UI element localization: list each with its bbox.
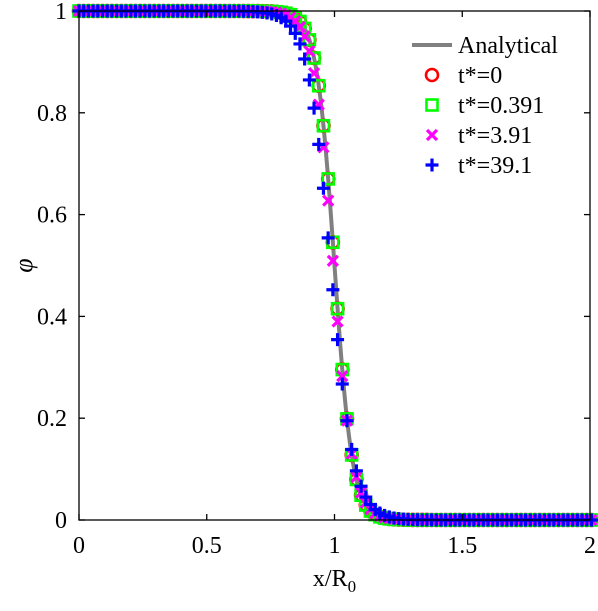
x-axis-label: x/R0 bbox=[313, 566, 356, 596]
data-point bbox=[335, 377, 349, 391]
x-tick-label: 0 bbox=[73, 533, 85, 559]
legend-marker bbox=[425, 128, 439, 142]
data-point bbox=[321, 172, 335, 186]
legend-entry: t*=0.391 bbox=[425, 93, 544, 119]
data-point bbox=[311, 78, 326, 93]
legend-label: t*=0 bbox=[458, 63, 502, 89]
y-tick-label: 0.8 bbox=[37, 101, 67, 127]
data-point bbox=[321, 231, 335, 245]
legend-marker bbox=[425, 158, 439, 172]
data-point bbox=[345, 442, 359, 456]
legend-label: t*=0.391 bbox=[458, 93, 544, 119]
data-point bbox=[331, 333, 345, 347]
data-point bbox=[322, 194, 335, 207]
data-point bbox=[354, 479, 368, 493]
data-point bbox=[349, 464, 363, 478]
data-point bbox=[298, 52, 312, 66]
y-tick-label: 0 bbox=[55, 508, 67, 534]
y-axis-label: φ bbox=[9, 258, 38, 272]
data-point bbox=[284, 19, 298, 33]
data-point bbox=[302, 33, 317, 47]
y-tick-label: 0.4 bbox=[37, 304, 67, 330]
x-tick-label: 1 bbox=[329, 533, 341, 559]
data-point bbox=[336, 370, 349, 383]
legend-label: t*=39.1 bbox=[458, 153, 532, 179]
x-axis-label-subscript: 0 bbox=[348, 577, 357, 596]
legend-entry: t*=39.1 bbox=[425, 153, 532, 179]
data-point bbox=[312, 137, 326, 151]
legend-entry-analytical: Analytical bbox=[412, 33, 558, 59]
data-point bbox=[316, 181, 330, 195]
x-tick-label: 2 bbox=[584, 533, 596, 559]
y-tick-label: 0.2 bbox=[37, 406, 67, 432]
y-tick-label: 1 bbox=[55, 0, 67, 25]
data-point bbox=[326, 283, 340, 297]
legend-label: Analytical bbox=[458, 33, 558, 59]
data-point bbox=[331, 315, 344, 328]
legend: Analytical t*=0 t*=0.391 t*=3.91 t*=39.1 bbox=[412, 33, 558, 179]
x-tick-label: 1.5 bbox=[447, 533, 477, 559]
legend-label: t*=3.91 bbox=[458, 123, 532, 149]
data-point bbox=[288, 26, 302, 40]
data-point bbox=[293, 37, 307, 51]
x-axis-label-main: x/R bbox=[313, 566, 348, 592]
analytical-curve bbox=[79, 9, 590, 522]
data-point bbox=[359, 490, 373, 504]
data-point bbox=[340, 414, 354, 428]
x-tick-label: 0.5 bbox=[192, 533, 222, 559]
data-point bbox=[316, 118, 331, 133]
data-point bbox=[302, 73, 316, 87]
data-point bbox=[330, 301, 345, 316]
y-tick-label: 0.6 bbox=[37, 203, 67, 229]
legend-entry: t*=3.91 bbox=[425, 123, 532, 149]
data-point bbox=[307, 101, 321, 115]
ticks-layer: 0 0.5 1 1.5 2 0 0.2 0.4 0.6 0.8 1 bbox=[37, 0, 596, 559]
legend-marker bbox=[425, 98, 439, 112]
data-layer bbox=[71, 3, 598, 528]
legend-marker bbox=[424, 67, 440, 83]
legend-entry: t*=0 bbox=[424, 63, 502, 89]
data-point bbox=[326, 254, 339, 267]
